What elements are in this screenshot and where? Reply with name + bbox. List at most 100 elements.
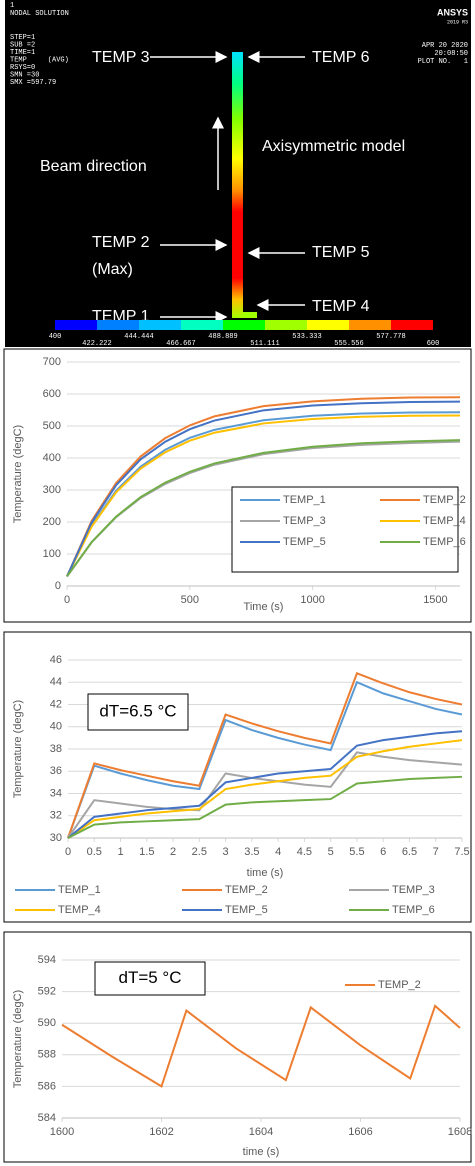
y-axis-title: Temperature (degC) [12, 425, 24, 523]
label: TEMP 5 [312, 244, 370, 261]
legend-label: TEMP_5 [225, 904, 268, 916]
chart-frame [4, 632, 471, 922]
x-tick-label: 1608 [448, 1126, 472, 1138]
label: TEMP 3 [92, 49, 150, 66]
x-axis-title: time (s) [247, 867, 284, 879]
colorbar-segment [181, 320, 223, 330]
legend-label: TEMP_6 [423, 536, 466, 548]
figure: ANSYS 2019 R3 APR 20 2020 20:08:50 PLOT … [0, 0, 475, 1166]
legend-label: TEMP_3 [283, 515, 326, 527]
x-tick-label: 3 [223, 846, 229, 858]
colorbar-label: 444.444 [124, 333, 153, 341]
y-tick-label: 0 [55, 580, 61, 592]
y-tick-label: 600 [43, 388, 61, 400]
x-tick-label: 4 [275, 846, 281, 858]
x-tick-label: 2 [170, 846, 176, 858]
y-tick-label: 700 [43, 356, 61, 368]
label: TEMP 2 [92, 234, 150, 251]
colorbar-label: 600 [427, 340, 440, 348]
legend-label: TEMP_6 [392, 904, 435, 916]
label: (Max) [92, 261, 133, 278]
colorbar-segment [349, 320, 391, 330]
y-tick-label: 32 [50, 810, 62, 822]
date: APR 20 2020 [422, 42, 468, 50]
colorbar-segment [391, 320, 433, 330]
x-tick-label: 0 [64, 594, 70, 606]
legend-label: TEMP_2 [225, 884, 268, 896]
y-tick-label: 594 [38, 954, 56, 966]
x-tick-label: 5 [328, 846, 334, 858]
colorbar-segment [223, 320, 265, 330]
contour-panel: ANSYS 2019 R3 APR 20 2020 20:08:50 PLOT … [5, 0, 471, 348]
version: 2019 R3 [447, 19, 468, 25]
x-tick-label: 1 [117, 846, 123, 858]
x-tick-label: 6.5 [402, 846, 417, 858]
colorbar-label: 466.667 [166, 340, 195, 348]
colorbar-segment [55, 320, 97, 330]
y-tick-label: 34 [50, 787, 62, 799]
x-tick-label: 0.5 [87, 846, 102, 858]
info-line: 1 [10, 2, 14, 10]
x-tick-label: 7.5 [454, 846, 469, 858]
x-tick-label: 4.5 [297, 846, 312, 858]
y-tick-label: 586 [38, 1080, 56, 1092]
x-tick-label: 1602 [149, 1126, 173, 1138]
y-tick-label: 44 [50, 676, 62, 688]
colorbar-segment [307, 320, 349, 330]
label: TEMP 6 [312, 49, 370, 66]
chart-frame [4, 349, 471, 622]
x-tick-label: 0 [65, 846, 71, 858]
colorbar-label: 577.778 [376, 333, 405, 341]
x-tick-label: 1600 [50, 1126, 74, 1138]
legend-label: TEMP_2 [378, 979, 421, 991]
time: 20:08:50 [434, 50, 468, 58]
y-axis-title: Temperature (degC) [12, 990, 24, 1088]
colorbar-label: 555.556 [334, 340, 363, 348]
y-tick-label: 584 [38, 1112, 56, 1124]
x-axis-title: time (s) [243, 1146, 280, 1158]
y-tick-label: 400 [43, 452, 61, 464]
colorbar-label: 400 [49, 333, 62, 341]
legend-label: TEMP_3 [392, 884, 435, 896]
x-tick-label: 2.5 [192, 846, 207, 858]
y-tick-label: 592 [38, 986, 56, 998]
y-tick-label: 590 [38, 1017, 56, 1029]
annotation: dT=5 °C [118, 968, 181, 987]
colorbar-segment [139, 320, 181, 330]
legend-label: TEMP_2 [423, 494, 466, 506]
y-axis-title: Temperature (degC) [12, 700, 24, 798]
x-tick-label: 1604 [249, 1126, 273, 1138]
legend-label: TEMP_1 [283, 494, 326, 506]
legend-label: TEMP_4 [58, 904, 101, 916]
y-tick-label: 500 [43, 420, 61, 432]
colorbar-label: 488.889 [208, 333, 237, 341]
label: TEMP 4 [312, 298, 370, 315]
colorbar-segment [265, 320, 307, 330]
x-tick-label: 500 [181, 594, 199, 606]
y-tick-label: 100 [43, 548, 61, 560]
chart: 584 586 588 590 592 594 1600 1602 1604 1606 1608 Te… [4, 932, 472, 1162]
info-line: NODAL SOLUTION [10, 10, 69, 18]
x-tick-label: 7 [433, 846, 439, 858]
y-tick-label: 300 [43, 484, 61, 496]
x-tick-label: 1500 [423, 594, 447, 606]
y-tick-label: 588 [38, 1049, 56, 1061]
x-tick-label: 1606 [348, 1126, 372, 1138]
x-tick-label: 3.5 [244, 846, 259, 858]
x-tick-label: 5.5 [349, 846, 364, 858]
model-rod [232, 52, 243, 318]
y-tick-label: 38 [50, 743, 62, 755]
colorbar-segment [97, 320, 139, 330]
colorbar-label: 511.111 [250, 340, 279, 348]
logo: ANSYS [437, 7, 468, 17]
y-tick-label: 40 [50, 721, 62, 733]
chart: 30323436384042444600.511.522.533.544.555… [4, 632, 471, 922]
label: Axisymmetric model [262, 138, 405, 155]
y-tick-label: 46 [50, 654, 62, 666]
x-tick-label: 1000 [300, 594, 324, 606]
y-tick-label: 36 [50, 765, 62, 777]
x-tick-label: 1.5 [139, 846, 154, 858]
plot-number: PLOT NO. 1 [418, 58, 468, 66]
y-tick-label: 42 [50, 698, 62, 710]
annotation: dT=6.5 °C [99, 701, 176, 720]
